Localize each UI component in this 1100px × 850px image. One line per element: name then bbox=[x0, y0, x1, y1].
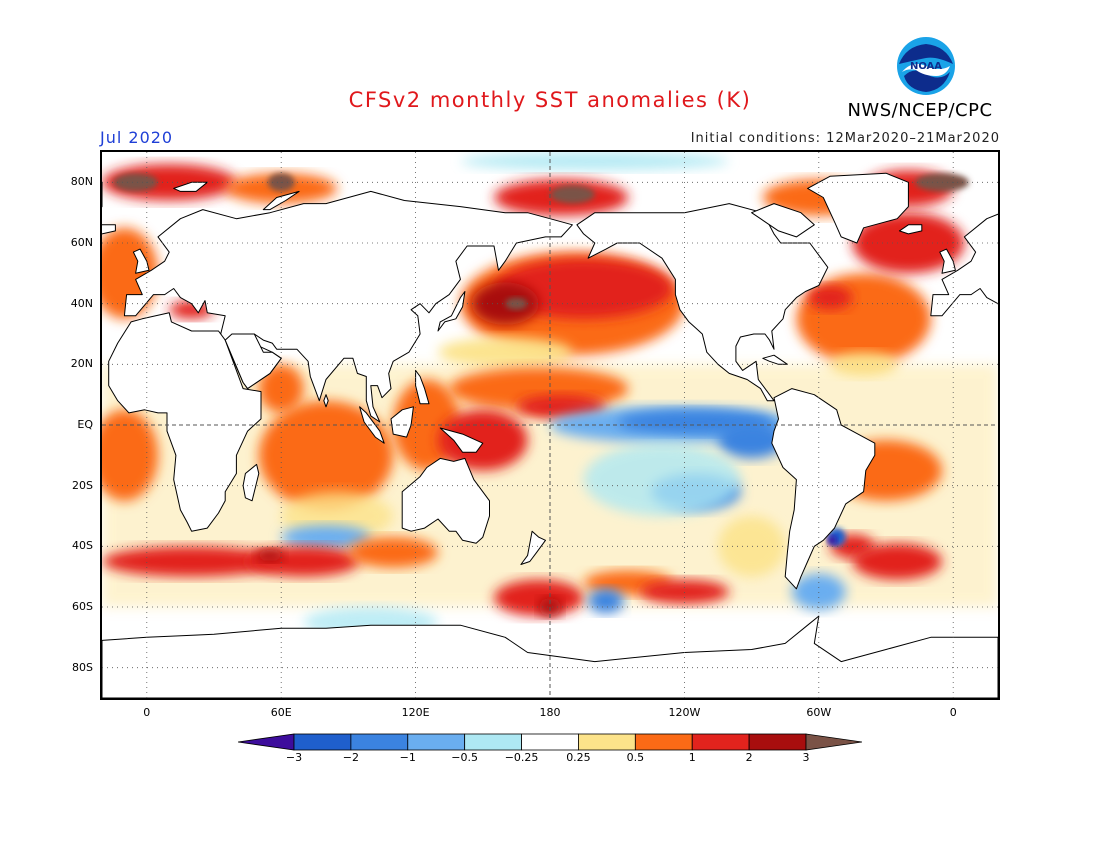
continent-greenland-wrap bbox=[807, 172, 909, 244]
colorbar-swatch bbox=[634, 733, 693, 751]
anomaly-blob bbox=[258, 400, 394, 510]
colorbar-swatch bbox=[350, 733, 409, 751]
anomaly-blob bbox=[852, 543, 942, 580]
chart-title: CFSv2 monthly SST anomalies (K) bbox=[348, 88, 752, 112]
lon-tick-label: 0 bbox=[143, 706, 151, 719]
lon-tick-label: 120E bbox=[401, 706, 430, 719]
colorbar-swatch bbox=[521, 733, 579, 751]
lon-tick-label: 0 bbox=[949, 706, 957, 719]
continent-south-america-wrap bbox=[771, 388, 876, 590]
lat-tick-label: 20N bbox=[70, 357, 93, 371]
colorbar-swatch bbox=[748, 733, 807, 751]
anomaly-blob bbox=[494, 579, 584, 617]
lat-tick-label: 40N bbox=[70, 296, 93, 310]
anomaly-blob bbox=[258, 364, 304, 413]
lon-tick-label: 120W bbox=[668, 706, 701, 719]
island-iceland bbox=[102, 224, 116, 235]
anomaly-blob bbox=[102, 409, 158, 501]
colorbar-swatch bbox=[407, 733, 466, 751]
colorbar-tick-label: −1 bbox=[399, 751, 416, 764]
colorbar-swatch bbox=[691, 733, 750, 751]
agency-label: NWS/NCEP/CPC bbox=[847, 100, 993, 121]
colorbar-tick-label: −0.5 bbox=[451, 751, 479, 764]
island-sri-lanka bbox=[323, 394, 329, 408]
colorbar-tick-label: 0.25 bbox=[566, 751, 591, 764]
colorbar bbox=[237, 733, 863, 751]
continent-north-america-wrap bbox=[576, 203, 829, 402]
colorbar-tick-label: 2 bbox=[745, 751, 753, 764]
sst-anomaly-map bbox=[100, 150, 1000, 700]
colorbar-swatch bbox=[293, 733, 352, 751]
island-iceland-wrap bbox=[898, 224, 923, 235]
forecast-month: Jul 2020 bbox=[100, 128, 174, 147]
noaa-logo-text: NOAA bbox=[910, 61, 942, 72]
colorbar-tick-label: −2 bbox=[342, 751, 359, 764]
anomaly-blob bbox=[281, 525, 371, 550]
colorbar-min-arrow bbox=[237, 733, 295, 751]
continent-australia bbox=[401, 457, 490, 544]
lat-tick-label: 80N bbox=[70, 175, 93, 189]
anomaly-blob bbox=[113, 173, 158, 192]
island-new-zealand bbox=[520, 530, 546, 565]
anomaly-blob bbox=[588, 588, 624, 614]
island-madagascar bbox=[242, 463, 260, 502]
lon-tick-label: 180 bbox=[539, 706, 561, 719]
continent-arabia bbox=[224, 333, 282, 390]
colorbar-tick-label: 0.5 bbox=[626, 751, 645, 764]
colorbar-swatch bbox=[578, 733, 636, 751]
anomaly-blob bbox=[102, 546, 282, 577]
island-uk bbox=[132, 248, 150, 274]
anomaly-blob bbox=[807, 285, 853, 310]
anomaly-blob bbox=[505, 297, 528, 310]
anomaly-blob bbox=[348, 537, 438, 568]
lat-tick-label: 60N bbox=[70, 236, 93, 249]
island-uk-wrap bbox=[939, 248, 956, 274]
noaa-logo: NOAA bbox=[896, 36, 956, 96]
lat-tick-label: EQ bbox=[77, 418, 93, 431]
colorbar-tick-label: 1 bbox=[688, 751, 696, 764]
island-japan bbox=[437, 291, 466, 332]
anomaly-blob bbox=[583, 443, 741, 516]
island-baffin-wrap bbox=[751, 203, 815, 238]
colorbar-max-arrow bbox=[805, 733, 863, 751]
initial-conditions-label: Initial conditions: 12Mar2020–21Mar2020 bbox=[690, 131, 1000, 146]
map-canvas bbox=[102, 152, 998, 698]
lat-tick-label: 60S bbox=[72, 600, 93, 613]
anomaly-blob bbox=[830, 352, 898, 377]
lat-tick-label: 20S bbox=[72, 478, 93, 492]
continent-eurasia-wrap bbox=[930, 213, 998, 317]
anomaly-blob bbox=[852, 212, 965, 274]
lat-tick-label: 80S bbox=[72, 660, 93, 674]
arctic-cool bbox=[460, 152, 730, 171]
anomaly-blob bbox=[718, 421, 786, 459]
land-masses bbox=[102, 172, 998, 698]
island-philippines bbox=[415, 369, 430, 405]
lon-tick-label: 60E bbox=[270, 706, 292, 719]
colorbar-tick-label: −3 bbox=[285, 751, 303, 764]
lon-tick-label: 60W bbox=[806, 706, 832, 719]
anomaly-blob bbox=[827, 535, 837, 545]
anomaly-blob bbox=[256, 549, 284, 562]
anomaly-blob bbox=[639, 579, 730, 604]
anomaly-blob bbox=[791, 573, 846, 611]
anomaly-blob bbox=[438, 337, 573, 368]
graticule bbox=[102, 152, 998, 698]
colorbar-swatch bbox=[464, 733, 522, 751]
island-novaya-zemlya bbox=[262, 190, 300, 211]
island-svalbard bbox=[173, 181, 208, 192]
colorbar-tick-label: −0.25 bbox=[504, 751, 539, 764]
lat-tick-label: 40S bbox=[72, 539, 93, 553]
anomaly-blob bbox=[550, 185, 595, 204]
anomaly-blob bbox=[718, 516, 786, 577]
island-new-guinea bbox=[439, 427, 484, 453]
colorbar-tick-label: 3 bbox=[802, 751, 810, 764]
